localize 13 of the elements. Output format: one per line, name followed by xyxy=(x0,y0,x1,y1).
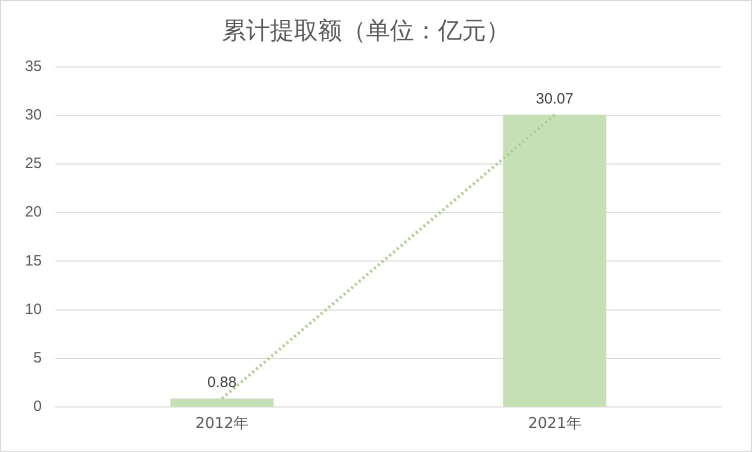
y-tick-label: 25 xyxy=(24,155,42,172)
y-tick-label: 20 xyxy=(24,204,42,221)
x-tick-label: 2021年 xyxy=(528,414,582,432)
y-tick-label: 35 xyxy=(24,58,42,75)
y-tick-label: 5 xyxy=(33,350,42,367)
data-label: 0.88 xyxy=(207,374,237,392)
x-tick-label: 2012年 xyxy=(195,414,249,432)
chart-title: 累计提取额（单位：亿元） xyxy=(222,16,510,45)
y-tick-label: 10 xyxy=(24,300,42,318)
data-label: 30.07 xyxy=(536,90,574,108)
y-tick-label: 0 xyxy=(33,398,42,416)
y-tick-label: 15 xyxy=(24,252,42,270)
y-tick-label: 30 xyxy=(24,106,42,124)
